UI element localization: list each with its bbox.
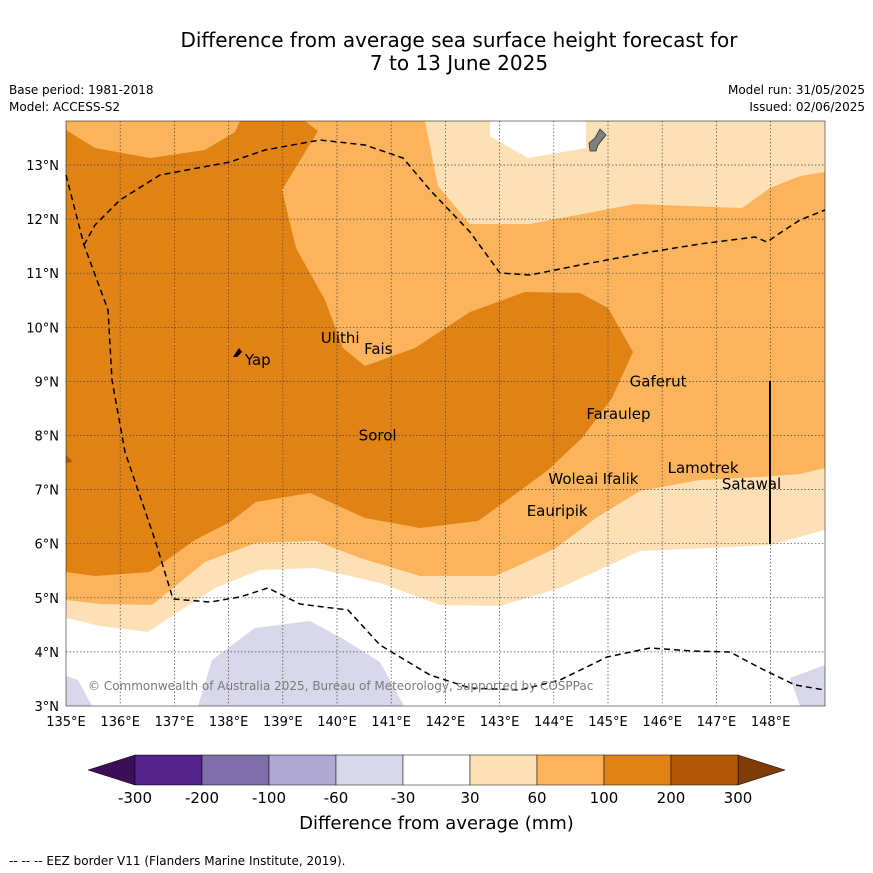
lon-tick-label: 143°E — [480, 715, 520, 730]
colorbar-tick-label: 60 — [527, 789, 546, 807]
colorbar-extend-low — [87, 754, 136, 786]
lat-tick-label: 13°N — [26, 159, 59, 174]
white-notch-north — [490, 121, 586, 158]
lavender-patch-southeast — [790, 665, 825, 706]
chart-title-line1: Difference from average sea surface heig… — [180, 28, 738, 52]
latitude-tick-labels: 3°N 4°N 5°N 6°N 7°N 8°N 9°N 10°N 11°N 12°N 13°N — [26, 159, 59, 715]
eez-border — [65, 174, 826, 691]
colorbar-tick-label: -30 — [391, 789, 416, 807]
map-frame — [65, 120, 826, 707]
lon-tick-label: 142°E — [426, 715, 466, 730]
colorbar-segment — [335, 754, 404, 786]
brown-edge-west — [66, 455, 73, 463]
lat-tick-label: 10°N — [26, 321, 59, 336]
lon-tick-label: 147°E — [697, 715, 737, 730]
colorbar-segment — [670, 754, 739, 786]
lat-tick-label: 11°N — [26, 267, 59, 282]
colorbar-tick-label: -300 — [118, 789, 152, 807]
colorbar-tick-label: 300 — [724, 789, 753, 807]
chart-title-line2: 7 to 13 June 2025 — [369, 51, 549, 75]
lat-tick-label: 4°N — [35, 646, 60, 661]
map-gridlines — [66, 121, 825, 706]
lat-tick-label: 7°N — [35, 484, 60, 499]
model-run-label: Model run: 31/05/2025 — [727, 83, 865, 97]
lat-tick-label: 6°N — [35, 538, 60, 553]
place-label-gaferut: Gaferut — [630, 372, 687, 390]
place-label-yap: Yap — [244, 351, 271, 369]
place-label-lamotrek: Lamotrek — [668, 459, 739, 477]
colorbar-extend-high — [737, 754, 786, 786]
colorbar-segment — [201, 754, 270, 786]
lon-tick-label: 139°E — [263, 715, 303, 730]
lon-tick-label: 145°E — [588, 715, 628, 730]
colorbar-tick-label: 30 — [460, 789, 479, 807]
yap-island — [233, 348, 242, 357]
colorbar-tick-label: -200 — [185, 789, 219, 807]
eez-footnote: -- -- -- EEZ border V11 (Flanders Marine… — [9, 854, 346, 868]
lat-tick-label: 5°N — [35, 592, 60, 607]
lat-tick-label: 3°N — [35, 700, 60, 715]
eez-border-north — [83, 139, 826, 276]
colorbar-title: Difference from average (mm) — [299, 813, 574, 834]
colorbar-segment — [603, 754, 672, 786]
colorbar-tick-label: 100 — [590, 789, 619, 807]
colorbar-segment — [268, 754, 337, 786]
colorbar-segment — [134, 754, 203, 786]
colorbar: -300 -200 -100 -60 -30 30 60 100 200 300 — [87, 754, 786, 807]
lon-tick-label: 138°E — [209, 715, 249, 730]
place-label-sorol: Sorol — [359, 427, 397, 445]
place-label-faraulep: Faraulep — [586, 405, 650, 423]
place-label-satawal: Satawal — [722, 475, 781, 493]
colorbar-tick-label: 200 — [657, 789, 686, 807]
place-label-ifalik: Ifalik — [603, 470, 639, 488]
lon-tick-label: 140°E — [317, 715, 357, 730]
lon-tick-label: 135°E — [46, 715, 86, 730]
lon-tick-label: 137°E — [155, 715, 195, 730]
dark-orange-core — [66, 121, 633, 576]
base-period-label: Base period: 1981-2018 — [9, 83, 154, 97]
colorbar-segment — [536, 754, 605, 786]
lat-tick-label: 8°N — [35, 430, 60, 445]
colorbar-segment — [402, 754, 471, 786]
model-label: Model: ACCESS-S2 — [9, 100, 121, 114]
colorbar-tick-label: -100 — [252, 789, 286, 807]
lavender-patch-southwest — [66, 676, 92, 706]
place-label-fais: Fais — [364, 340, 393, 358]
lon-tick-label: 144°E — [534, 715, 574, 730]
colorbar-tick-label: -60 — [324, 789, 349, 807]
place-label-woleai: Woleai — [548, 470, 598, 488]
lon-tick-label: 141°E — [371, 715, 411, 730]
lavender-patch-south — [198, 621, 404, 706]
lat-tick-label: 12°N — [26, 213, 59, 228]
lon-tick-label: 146°E — [642, 715, 682, 730]
lon-tick-label: 148°E — [751, 715, 791, 730]
copyright-notice: © Commonwealth of Australia 2025, Bureau… — [88, 679, 593, 693]
place-label-eauripik: Eauripik — [527, 502, 588, 520]
colorbar-segment — [469, 754, 538, 786]
place-label-ulithi: Ulithi — [321, 329, 360, 347]
lon-tick-label: 136°E — [100, 715, 140, 730]
lat-tick-label: 9°N — [35, 375, 60, 390]
issued-label: Issued: 02/06/2025 — [749, 100, 865, 114]
longitude-tick-labels: 135°E 136°E 137°E 138°E 139°E 140°E 141°E 142°E… — [46, 715, 790, 730]
dark-orange-lobe-north — [66, 121, 240, 158]
guam-land — [588, 128, 607, 152]
